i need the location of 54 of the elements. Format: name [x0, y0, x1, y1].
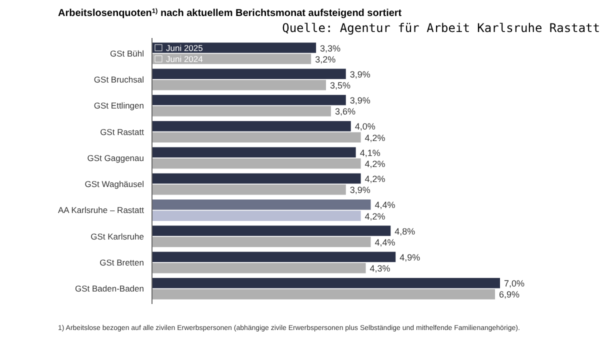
- bar: [152, 226, 391, 236]
- bar: [152, 173, 361, 184]
- bar: [152, 252, 396, 262]
- bar: [152, 289, 496, 300]
- bar: [152, 210, 361, 221]
- data-label: 4,1%: [360, 148, 380, 158]
- data-label: 3,9%: [350, 185, 370, 196]
- source-note: Quelle: Agentur für Arbeit Karlsruhe Rastatt: [282, 21, 600, 35]
- data-label: 4,2%: [364, 211, 386, 222]
- bar: [152, 184, 346, 195]
- chart-title: Arbeitslosenquoten$^{1)}$ nach aktuellem Berichtsmonat aufsteigend sortiert: [58, 8, 402, 19]
- data-label: 7,0%: [504, 278, 525, 289]
- y-tick-label: GSt Karlsruhe: [90, 231, 144, 242]
- bar: [152, 68, 346, 80]
- legend-label: Juni 2024: [166, 54, 204, 64]
- y-tick-label: AA Karlsruhe – Rastatt: [58, 205, 145, 216]
- data-label: 4,8%: [394, 226, 416, 236]
- y-tick-label: GSt Bretten: [100, 258, 144, 268]
- y-tick-label: GSt Bühl: [110, 48, 144, 58]
- data-label: 3,9%: [350, 69, 370, 80]
- data-label: 4,3%: [370, 264, 390, 274]
- y-tick-label: GSt Waghäusel: [84, 179, 144, 190]
- bar: [152, 121, 351, 132]
- y-tick-label: GSt Bruchsal: [94, 74, 144, 84]
- y-tick-label: GSt Gaggenau: [87, 152, 144, 163]
- bar: [152, 278, 500, 288]
- bar: [152, 147, 356, 158]
- bar: [152, 80, 326, 90]
- bar: [152, 262, 366, 274]
- data-label: 4,4%: [374, 237, 396, 248]
- data-label: 4,4%: [374, 200, 396, 210]
- bar: [152, 42, 316, 53]
- legend-label: Juni 2025: [166, 42, 204, 53]
- data-label: 3,9%: [350, 96, 370, 106]
- bar: [152, 158, 361, 169]
- data-label: 4,9%: [400, 252, 420, 262]
- bar: [152, 54, 312, 64]
- data-label: 4,2%: [364, 159, 386, 170]
- data-label: 4,0%: [354, 122, 376, 132]
- data-label: 3,6%: [334, 106, 356, 117]
- data-label: 3,3%: [320, 43, 341, 54]
- bar: [152, 236, 371, 248]
- bar: [152, 94, 346, 106]
- bar: [152, 106, 331, 116]
- bar: [152, 132, 361, 142]
- y-tick-label: GSt Ettlingen: [94, 100, 144, 111]
- data-label: 3,5%: [330, 80, 351, 91]
- data-label: 4,2%: [364, 174, 386, 184]
- y-tick-label: GSt Rastatt: [100, 126, 145, 137]
- data-label: 4,2%: [364, 132, 386, 143]
- data-label: 6,9%: [499, 290, 520, 300]
- data-label: 3,2%: [315, 54, 336, 64]
- y-tick-label: GSt Baden-Baden: [75, 284, 144, 294]
- bar: [152, 200, 371, 210]
